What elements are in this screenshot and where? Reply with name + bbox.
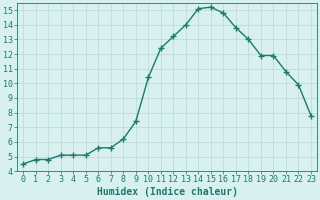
X-axis label: Humidex (Indice chaleur): Humidex (Indice chaleur) <box>97 187 237 197</box>
